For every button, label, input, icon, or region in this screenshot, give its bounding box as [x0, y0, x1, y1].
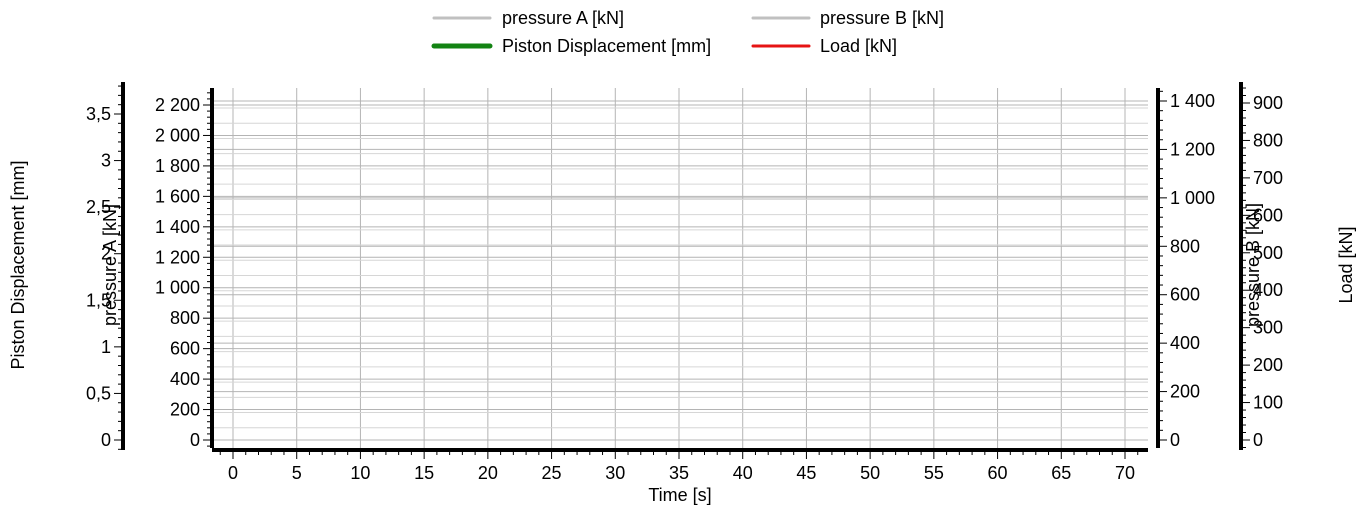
y-tick-label-pressureA: 1 600	[155, 186, 200, 206]
axes: 0 5 10 15 20 25 30 35 40 45 50 55 60 65 7000,511,522,5…	[86, 82, 1283, 483]
y-tick-label-piston: 1,5	[86, 290, 111, 310]
y-tick-label-piston: 3	[101, 151, 111, 171]
y-tick-label-pressureA: 2 000	[155, 125, 200, 145]
y-tick-label-pressureA: 0	[190, 430, 200, 450]
x-tick-label: 5	[292, 463, 302, 483]
y-tick-label-pressureA: 600	[170, 339, 200, 359]
y-tick-label-pressureA: 1 200	[155, 247, 200, 267]
legend-label: pressure B [kN]	[820, 8, 944, 28]
y-tick-label-pressureA: 1 400	[155, 217, 200, 237]
y-tick-label-pressureB: 1 000	[1170, 188, 1215, 208]
y-tick-label-load: 400	[1253, 280, 1283, 300]
y-tick-label-piston: 0,5	[86, 383, 111, 403]
y-tick-label-pressureB: 800	[1170, 236, 1200, 256]
y-tick-label-piston: 1	[101, 337, 111, 357]
y-tick-label-load: 200	[1253, 355, 1283, 375]
legend-item: Load [kN]	[751, 36, 897, 56]
y-tick-label-pressureA: 800	[170, 308, 200, 328]
y-tick-label-pressureB: 1 400	[1170, 91, 1215, 111]
legend-label: Load [kN]	[820, 36, 897, 56]
x-axis-title: Time [s]	[648, 485, 711, 505]
legend-label: Piston Displacement [mm]	[502, 36, 711, 56]
x-tick-label: 30	[605, 463, 625, 483]
y-tick-label-pressureB: 600	[1170, 285, 1200, 305]
legend-item: pressure B [kN]	[751, 8, 944, 28]
y-tick-label-pressureB: 200	[1170, 382, 1200, 402]
y-tick-label-pressureA: 2 200	[155, 95, 200, 115]
y-tick-label-load: 700	[1253, 168, 1283, 188]
legend-label: pressure A [kN]	[502, 8, 624, 28]
x-tick-label: 15	[414, 463, 434, 483]
x-tick-label: 25	[542, 463, 562, 483]
y-tick-label-pressureB: 0	[1170, 430, 1180, 450]
y-tick-label-piston: 2,5	[86, 197, 111, 217]
legend: pressure A [kN] pressure B [kN] Piston Dis…	[431, 8, 944, 56]
x-tick-label: 35	[669, 463, 689, 483]
y-tick-label-pressureA: 1 800	[155, 156, 200, 176]
y-tick-label-load: 0	[1253, 430, 1263, 450]
legend-item: pressure A [kN]	[432, 8, 624, 28]
y-tick-label-pressureA: 400	[170, 369, 200, 389]
x-tick-label: 55	[924, 463, 944, 483]
x-tick-label: 10	[350, 463, 370, 483]
y-tick-label-piston: 3,5	[86, 104, 111, 124]
y-axis-title-pressureA: pressure A [kN]	[100, 204, 120, 326]
y-tick-label-load: 600	[1253, 205, 1283, 225]
x-tick-label: 65	[1051, 463, 1071, 483]
x-tick-label: 60	[988, 463, 1008, 483]
x-tick-label: 20	[478, 463, 498, 483]
legend-item: Piston Displacement [mm]	[431, 36, 711, 56]
x-tick-label: 0	[228, 463, 238, 483]
y-axis-title-load: Load [kN]	[1336, 226, 1356, 303]
y-tick-label-pressureB: 400	[1170, 333, 1200, 353]
x-tick-label: 50	[860, 463, 880, 483]
y-tick-label-load: 800	[1253, 130, 1283, 150]
y-tick-label-load: 900	[1253, 93, 1283, 113]
y-tick-label-pressureA: 200	[170, 400, 200, 420]
x-tick-label: 70	[1115, 463, 1135, 483]
y-tick-label-load: 500	[1253, 243, 1283, 263]
axis-titles: Time [s] Piston Displacement [mm] pressur…	[8, 160, 1356, 505]
grid	[212, 88, 1148, 448]
y-axis-title-piston: Piston Displacement [mm]	[8, 160, 28, 369]
y-tick-label-piston: 2	[101, 244, 111, 264]
y-tick-label-pressureB: 1 200	[1170, 139, 1215, 159]
y-tick-label-piston: 0	[101, 430, 111, 450]
y-tick-label-load: 100	[1253, 393, 1283, 413]
y-tick-label-pressureA: 1 000	[155, 278, 200, 298]
x-tick-label: 45	[796, 463, 816, 483]
x-tick-label: 40	[733, 463, 753, 483]
y-tick-label-load: 300	[1253, 318, 1283, 338]
y-axis-title-pressureB: pressure B [kN]	[1243, 203, 1263, 327]
